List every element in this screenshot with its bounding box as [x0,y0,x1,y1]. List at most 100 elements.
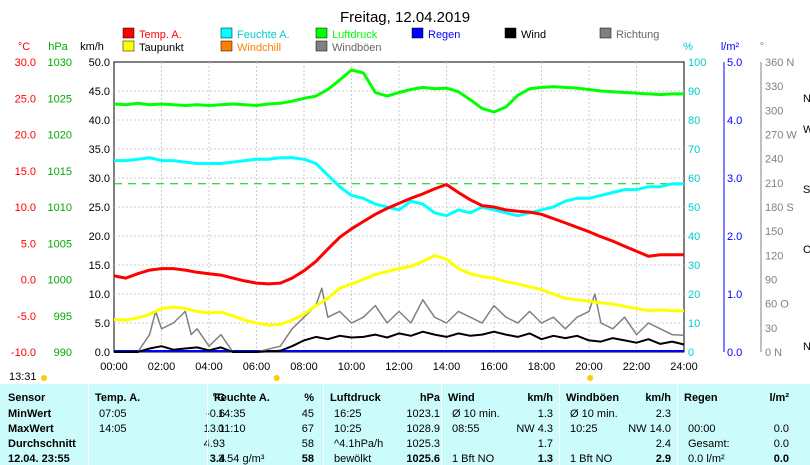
deg-tick-label: 30 [765,323,777,335]
x-tick-label: 12:00 [385,361,413,373]
table-cell-time: ^4.1hPa/h [334,438,384,450]
lm2-tick-label: 5.0 [727,57,742,69]
hpa-tick-label: 995 [54,311,72,323]
table-cell-value: 4.93 [203,438,225,450]
legend-swatch [411,27,424,39]
pct-tick-label: 30 [688,260,700,272]
kmh-tick-label: 25.0 [89,202,110,214]
table-cell-value: 1025.6 [406,453,440,465]
table-cell-value: -0.6 [206,408,225,420]
table-cell-time: 07:05 [99,408,127,420]
legend-label: Taupunkt [139,42,184,54]
lm2-tick-label: 2.0 [727,231,742,243]
table-cell-value: 3.4 [209,453,225,465]
sun-marker [41,375,47,381]
table-header-wind: Wind [448,392,475,404]
legend-label: Wind [521,29,546,41]
legend-swatch [122,27,135,39]
temp-tick-label: 0.0 [21,275,36,287]
axis-unit: hPa [48,41,68,53]
table-divider [323,384,324,465]
legend-label: Windböen [332,42,382,54]
axis-unit: °C [18,41,30,53]
x-tick-label: 24:00 [670,361,698,373]
x-tick-label: 02:00 [148,361,176,373]
table-cell-time: 3.54 g/m³ [218,453,265,465]
table-cell-time: 1 Bft NO [452,453,495,465]
table-divider [677,384,678,465]
table-cell-value: 13.1 [203,423,225,435]
table-cell-time: Ø 10 min. [452,408,500,420]
deg-tick-label: 300 [765,105,783,117]
direction-letter: O [803,244,810,256]
table-divider [441,384,442,465]
kmh-tick-label: 10.0 [89,289,110,301]
lm2-tick-label: 4.0 [727,115,742,127]
kmh-tick-label: 5.0 [95,318,110,330]
x-tick-label: 20:00 [575,361,603,373]
stats-table: 13:31 Sensor Temp. A. °C Feuchte A.% Luftdru… [0,371,810,465]
table-header-sensor: Sensor [8,392,46,404]
kmh-tick-label: 30.0 [89,173,110,185]
axis-unit: l/m² [721,41,740,53]
pct-tick-label: 50 [688,202,700,214]
table-cell-value: 2.4 [655,438,671,450]
table-row-label: MaxWert [8,423,54,435]
table-cell-time: 16:25 [334,408,362,420]
deg-tick-label: 150 [765,226,783,238]
x-tick-label: 06:00 [243,361,271,373]
deg-tick-label: 360 N [765,57,794,69]
legend-swatch [599,27,612,39]
pct-tick-label: 90 [688,86,700,98]
deg-tick-label: 90 [765,275,777,287]
table-header-gust: Windböen [566,392,620,404]
series-luftdruck [113,68,684,114]
deg-tick-label: 60 O [765,299,789,311]
temp-tick-label: 30.0 [15,57,36,69]
sun-marker [273,375,280,381]
temp-tick-label: 10.0 [15,202,36,214]
table-cell-value: 0.0 [773,423,789,435]
table-cell-value: 1.3 [537,408,553,420]
pct-tick-label: 70 [688,144,700,156]
table-cell-value: 45 [301,408,314,420]
series-temp-a- [113,183,684,286]
axis-units: °C hPa km/h% l/m² ° [18,41,764,53]
pct-tick-label: 80 [688,115,700,127]
hpa-tick-label: 1025 [48,93,72,105]
x-tick-label: 04:00 [195,361,223,373]
deg-tick-label: 0 N [765,347,782,359]
hpa-tick-label: 1005 [48,238,72,250]
direction-letter: W [803,124,810,136]
temp-tick-label: 15.0 [15,166,36,178]
series-taupunkt [113,254,684,327]
table-cell-value: 1.3 [537,453,553,465]
legend-swatch [220,27,233,39]
kmh-tick-label: 45.0 [89,86,110,98]
hpa-tick-label: 1015 [48,166,72,178]
table-cell-time: 1 Bft NO [570,453,613,465]
pct-tick-label: 20 [688,289,700,301]
x-tick-label: 14:00 [433,361,461,373]
direction-letter: S [803,184,810,196]
deg-tick-label: 210 [765,178,783,190]
kmh-tick-label: 15.0 [89,260,110,272]
hpa-tick-label: 1020 [48,130,72,142]
legend-swatch [122,40,135,52]
axes: 30.025.020.015.010.05.00.0-5.0-10.010301… [11,57,810,381]
table-header-unit-press: hPa [419,392,440,404]
temp-tick-label: 20.0 [15,130,36,142]
table-cell-time: 10:25 [570,423,598,435]
grid [113,61,685,353]
legend-label: Regen [428,29,460,41]
table-cell-value: 58 [301,453,314,465]
series-windb-en [114,287,685,353]
legend-label: Temp. A. [139,29,182,41]
pct-tick-label: 60 [688,173,700,185]
table-header-rain: Regen [684,392,718,404]
kmh-tick-label: 20.0 [89,231,110,243]
table-header-unit-temp: °C [212,392,225,404]
axis-unit: km/h [80,41,104,53]
weather-chart: Freitag, 12.04.2019 Temp. A.Taupunkt Feuc… [11,9,810,381]
table-cell-value: 2.9 [655,453,671,465]
